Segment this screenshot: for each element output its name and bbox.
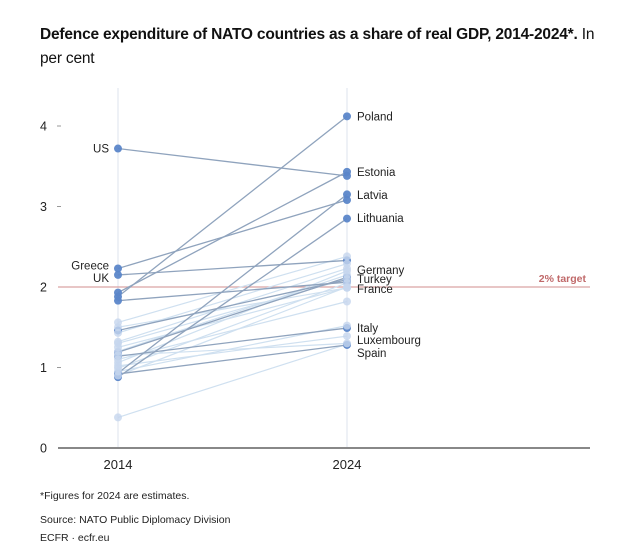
series-line [117, 279, 348, 332]
country-labels: Poland US Estonia Greece Latvia Lithuania UK Ge… [71, 111, 421, 360]
data-point [343, 321, 351, 330]
data-point [343, 252, 351, 261]
data-point [114, 413, 122, 422]
series-line [117, 344, 348, 375]
faint-lines [117, 255, 348, 418]
country-label: Estonia [357, 167, 396, 179]
series-line [117, 286, 348, 377]
data-point [343, 196, 351, 205]
data-point [343, 259, 351, 268]
series-line [117, 115, 348, 298]
credit-text: ECFR · ecfr.eu [40, 532, 110, 544]
y-axis: 0 1 2 3 4 [40, 120, 61, 456]
data-point [114, 351, 122, 360]
series-line [117, 270, 348, 364]
target-line-group: 2% target [58, 273, 590, 288]
country-label: Luxembourg [357, 335, 421, 347]
data-point [343, 214, 351, 223]
footnote: *Figures for 2024 are estimates. [40, 490, 190, 502]
data-point [343, 339, 351, 348]
highlight-lines [117, 115, 348, 378]
x-tick-label: 2024 [333, 457, 362, 472]
y-tick-label: 4 [40, 120, 47, 134]
x-axis: 2014 2024 [58, 447, 590, 472]
source-text: Source: NATO Public Diplomacy Division [40, 514, 231, 526]
series-line [117, 327, 348, 357]
series-line [117, 259, 348, 276]
chart-title-main: Defence expenditure of NATO countries as… [40, 26, 578, 43]
country-label: Germany [357, 265, 405, 277]
data-point [114, 288, 122, 297]
country-label: Lithuania [357, 213, 404, 225]
data-point [114, 323, 122, 332]
country-label: Poland [357, 111, 393, 123]
chart-title: Defence expenditure of NATO countries as… [40, 23, 600, 71]
country-label: Italy [357, 323, 378, 335]
x-tick-label: 2014 [104, 457, 133, 472]
chart-subtitle: In per cent [40, 26, 595, 67]
series-line [117, 255, 348, 323]
country-label: Spain [357, 348, 386, 360]
data-point [114, 328, 122, 337]
data-point [114, 144, 122, 153]
data-point [343, 283, 351, 291]
data-point [114, 270, 122, 279]
series-line [117, 276, 348, 353]
data-point [343, 112, 351, 121]
series-line [117, 287, 348, 348]
country-label: UK [93, 273, 109, 285]
country-label: Turkey [357, 274, 392, 286]
target-label: 2% target [539, 273, 587, 285]
y-tick-label: 0 [40, 442, 47, 456]
y-tick-label: 3 [40, 200, 47, 214]
data-point [343, 274, 351, 283]
data-point [343, 297, 351, 306]
dots [114, 112, 351, 422]
data-point [114, 361, 122, 370]
y-tick-label: 2 [40, 281, 47, 295]
data-point [114, 296, 122, 305]
data-point [114, 339, 122, 348]
series-line [117, 342, 348, 357]
data-point [114, 371, 122, 380]
country-label: Greece [71, 260, 109, 272]
data-point [343, 332, 351, 341]
data-point [343, 167, 351, 176]
series-line [117, 287, 348, 328]
country-label: France [357, 284, 393, 296]
series-line [117, 300, 348, 361]
series-line [117, 193, 348, 374]
series-line [117, 218, 348, 378]
series-line [117, 343, 348, 418]
data-point [343, 266, 351, 275]
series-line [117, 147, 348, 177]
data-point [114, 264, 122, 273]
y-tick-label: 1 [40, 361, 47, 375]
series-line [117, 199, 348, 270]
data-point [343, 190, 351, 199]
country-label: US [93, 144, 109, 156]
country-label: Latvia [357, 190, 388, 202]
series-line [117, 281, 348, 302]
